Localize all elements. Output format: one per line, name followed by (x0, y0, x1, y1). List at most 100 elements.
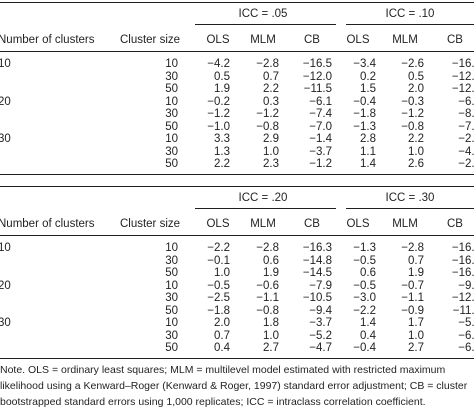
table-cell: −1.8 (353, 108, 376, 120)
cluster-size: 10 (165, 133, 178, 145)
column-header: MLM (392, 218, 418, 230)
table-cell: −14.5 (302, 267, 332, 279)
table-cell: 1.4 (360, 317, 376, 329)
cluster-size: 30 (165, 108, 178, 120)
table-cell: 1.5 (360, 83, 376, 95)
cluster-size: 50 (165, 267, 178, 279)
table-cell: 2.9 (263, 133, 279, 145)
table-cell: −3.7 (309, 145, 332, 158)
table-cell: −3.4 (353, 58, 376, 70)
table-cell: −0.2 (207, 95, 230, 108)
column-header: CB (447, 218, 463, 230)
table-cell: −0.9 (401, 304, 424, 317)
table-cell: −11.5 (303, 83, 332, 95)
table-cell: 1.8 (263, 317, 279, 329)
table-cell: −7.9 (309, 279, 332, 292)
table-cell: 2.2 (263, 83, 279, 95)
table-cell: −1.1 (256, 292, 279, 304)
table-cell: 2.8 (360, 133, 376, 145)
table-cell: −1.3 (353, 242, 376, 254)
table-cell: −1.2 (256, 108, 279, 120)
table-cell: 2.3 (263, 158, 279, 170)
cluster-size: 10 (165, 95, 178, 108)
table-cell: −0.6 (256, 279, 279, 292)
table-cell: 2.0 (214, 317, 230, 329)
table-rule (0, 2, 474, 3)
cluster-count: 20 (0, 95, 11, 108)
table-note: Note. OLS = ordinary least squares; MLM … (0, 364, 468, 408)
table-cell: 1.0 (263, 329, 279, 342)
column-header: OLS (346, 34, 370, 46)
table-cell: −6.7 (458, 95, 474, 108)
cluster-count: 20 (0, 279, 11, 292)
table-cell: 2.0 (408, 83, 424, 95)
table-cell: −12.0 (302, 70, 332, 83)
table-cell: −2.2 (207, 242, 230, 254)
table-cell: −3.0 (353, 292, 376, 304)
table-cell: 2.6 (408, 158, 424, 170)
table-cell: −1.8 (207, 304, 230, 317)
group-header: ICC = .30 (385, 192, 435, 204)
table-cell: 2.7 (263, 342, 279, 354)
table-cell: −0.5 (207, 279, 230, 292)
cluster-count: 30 (0, 133, 11, 145)
table-rule (195, 208, 336, 209)
cluster-size: 50 (165, 120, 178, 133)
cluster-size: 10 (165, 58, 178, 70)
cluster-size: 50 (165, 342, 178, 354)
table-cell: −1.2 (207, 108, 230, 120)
table-cell: −0.5 (353, 254, 376, 267)
table-cell: −12.9 (451, 70, 474, 83)
column-header: Cluster size (119, 218, 181, 230)
cluster-size: 30 (165, 145, 178, 158)
column-header: MLM (392, 34, 418, 46)
table-cell: −7.0 (309, 120, 332, 133)
table-cell: −0.8 (401, 120, 424, 133)
table-cell: 1.3 (214, 145, 230, 158)
table-cell: −1.2 (401, 108, 424, 120)
cluster-count: 10 (0, 242, 11, 254)
cluster-count: 30 (0, 317, 11, 329)
table-cell: 2.2 (214, 158, 230, 170)
table-rule (0, 51, 474, 52)
table-cell: −16.2 (451, 58, 474, 70)
table-cell: −5.2 (309, 329, 332, 342)
cluster-size: 30 (165, 292, 178, 304)
column-header: Cluster size (119, 34, 181, 46)
table-cell: −4.7 (309, 342, 332, 354)
table-cell: 1.7 (408, 317, 424, 329)
cluster-size: 30 (165, 329, 178, 342)
table-cell: 1.0 (408, 329, 424, 342)
cluster-size: 30 (165, 254, 178, 267)
table-cell: −2.2 (353, 304, 376, 317)
table-cell: −10.5 (302, 292, 332, 304)
table-rule (0, 186, 474, 187)
group-header: ICC = .10 (385, 8, 435, 20)
table-cell: 1.9 (263, 267, 279, 279)
table-cell: −0.3 (401, 95, 424, 108)
table-cell: −12.2 (451, 292, 474, 304)
table-cell: −16.8 (451, 242, 474, 254)
table-cell: −0.5 (353, 279, 376, 292)
table-cell: 1.4 (360, 158, 376, 170)
table-cell: −1.4 (309, 133, 332, 145)
table-cell: −7.4 (309, 108, 332, 120)
table-cell: 2.7 (408, 342, 424, 354)
column-header: Number of clusters (0, 218, 95, 230)
cluster-size: 50 (165, 304, 178, 317)
table-cell: −0.8 (256, 120, 279, 133)
table-rule (0, 174, 474, 175)
table-cell: −6.2 (458, 329, 474, 342)
cluster-size: 10 (165, 317, 178, 329)
table-cell: −12.4 (451, 83, 474, 95)
table-cell: −2.5 (207, 292, 230, 304)
table-cell: 1.0 (408, 145, 424, 158)
table-cell: −2.1 (458, 133, 474, 145)
table-cell: 0.7 (263, 70, 279, 83)
table-cell: −6.1 (309, 95, 332, 108)
table-cell: 0.7 (408, 254, 424, 267)
group-header: ICC = .20 (238, 192, 288, 204)
table-cell: −11.0 (452, 304, 474, 317)
table-cell: 1.1 (360, 145, 376, 158)
table-cell: 0.6 (360, 267, 376, 279)
